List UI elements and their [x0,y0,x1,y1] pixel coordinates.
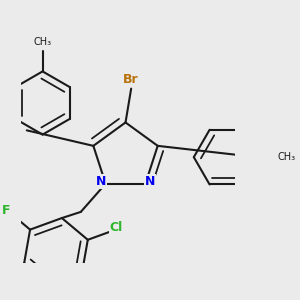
Text: N: N [145,175,155,188]
Text: CH₃: CH₃ [34,37,52,47]
Text: Cl: Cl [109,221,122,234]
Text: Br: Br [123,73,139,86]
Text: N: N [96,175,106,188]
Text: CH₃: CH₃ [277,152,296,162]
Text: F: F [2,204,10,217]
